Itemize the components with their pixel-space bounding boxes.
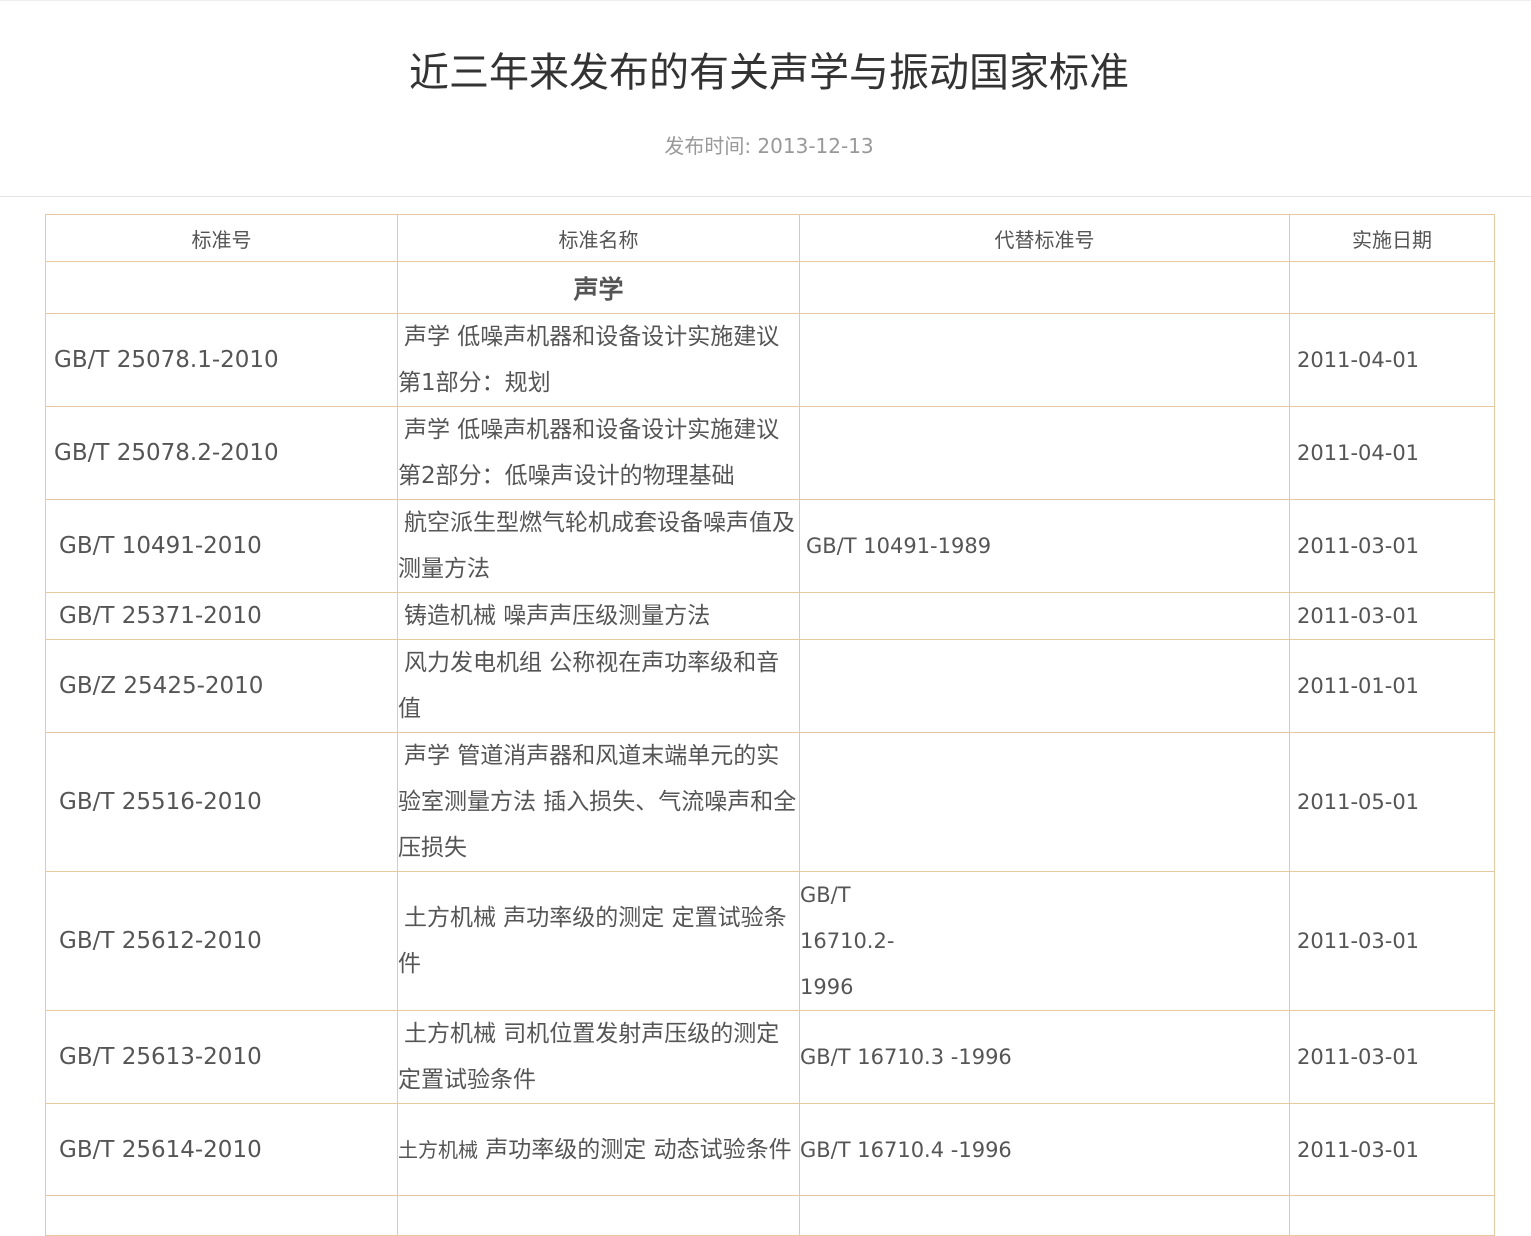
replaced-standard [799,592,1290,640]
effective-date: 2011-03-01 [1289,1010,1495,1104]
standard-name: 声学 低噪声机器和设备设计实施建议 第1部分：规划 [397,313,800,407]
header-divider [0,196,1531,197]
standard-code: GB/T 25613-2010 [45,1010,398,1104]
header-name: 标准名称 [397,214,800,262]
header-date: 实施日期 [1289,214,1495,262]
standard-name: 土方机械 声功率级的测定 定置试验条件 [397,871,800,1011]
replaced-standard [799,732,1290,872]
standard-code: GB/T 10491-2010 [45,499,398,593]
standard-name: 声学 管道消声器和风道末端单元的实验室测量方法 插入损失、气流噪声和全压损失 [397,732,800,872]
category-label: 声学 [397,261,800,314]
empty-cell [799,261,1290,314]
effective-date: 2011-03-01 [1289,871,1495,1011]
standards-table: 标准号 标准名称 代替标准号 实施日期 声学 GB/T 25078.1-2010… [45,214,1495,1236]
standard-code: GB/T 25078.2-2010 [45,406,398,500]
table-header-row: 标准号 标准名称 代替标准号 实施日期 [45,214,1495,262]
replaced-standard: GB/T 16710.3 -1996 [799,1010,1290,1104]
table-row: GB/T 25516-2010 声学 管道消声器和风道末端单元的实验室测量方法 … [45,732,1495,872]
standard-name: 风力发电机组 公称视在声功率级和音值 [397,639,800,733]
replaced-standard [799,406,1290,500]
header-code: 标准号 [45,214,398,262]
effective-date: 2011-01-01 [1289,639,1495,733]
table-row: GB/T 10491-2010 航空派生型燃气轮机成套设备噪声值及测量方法 GB… [45,499,1495,593]
replaced-standard: GB/T 16710.2-1996 [800,883,895,999]
replaced-standard [799,639,1290,733]
empty-cell [45,1195,398,1236]
page-title: 近三年来发布的有关声学与振动国家标准 [409,50,1129,96]
empty-cell [1289,1195,1495,1236]
header-replaces: 代替标准号 [799,214,1290,262]
empty-cell [397,1195,800,1236]
table-row-partial [45,1195,1495,1236]
standard-code: GB/T 25612-2010 [45,871,398,1011]
category-row: 声学 [45,261,1495,314]
empty-cell [45,261,398,314]
effective-date: 2011-05-01 [1289,732,1495,872]
publish-date: 发布时间: 2013-12-13 [664,134,874,158]
top-divider [0,0,1531,1]
empty-cell [1289,261,1495,314]
table-row: GB/T 25371-2010 铸造机械 噪声声压级测量方法 2011-03-0… [45,592,1495,640]
standard-code: GB/T 25516-2010 [45,732,398,872]
standard-name: 土方机械 司机位置发射声压级的测定 定置试验条件 [397,1010,800,1104]
table-row: GB/T 25078.1-2010 声学 低噪声机器和设备设计实施建议 第1部分… [45,313,1495,407]
standard-name: 铸造机械 噪声声压级测量方法 [397,592,800,640]
effective-date: 2011-04-01 [1289,406,1495,500]
table-row: GB/Z 25425-2010 风力发电机组 公称视在声功率级和音值 2011-… [45,639,1495,733]
effective-date: 2011-03-01 [1289,499,1495,593]
standard-name: 航空派生型燃气轮机成套设备噪声值及测量方法 [397,499,800,593]
standard-code: GB/T 25371-2010 [45,592,398,640]
standard-name: 声学 低噪声机器和设备设计实施建议 第2部分：低噪声设计的物理基础 [397,406,800,500]
effective-date: 2011-04-01 [1289,313,1495,407]
effective-date: 2011-03-01 [1289,592,1495,640]
table-row: GB/T 25613-2010 土方机械 司机位置发射声压级的测定 定置试验条件… [45,1010,1495,1104]
standard-code: GB/T 25078.1-2010 [45,313,398,407]
standard-code: GB/Z 25425-2010 [45,639,398,733]
table-row: GB/T 25612-2010 土方机械 声功率级的测定 定置试验条件 GB/T… [45,871,1495,1011]
replaced-standard: GB/T 10491-1989 [799,499,1290,593]
replaced-standard [799,313,1290,407]
table-row: GB/T 25078.2-2010 声学 低噪声机器和设备设计实施建议 第2部分… [45,406,1495,500]
empty-cell [799,1195,1290,1236]
replaced-standard-cell: GB/T 16710.2-1996 [799,871,1290,1011]
